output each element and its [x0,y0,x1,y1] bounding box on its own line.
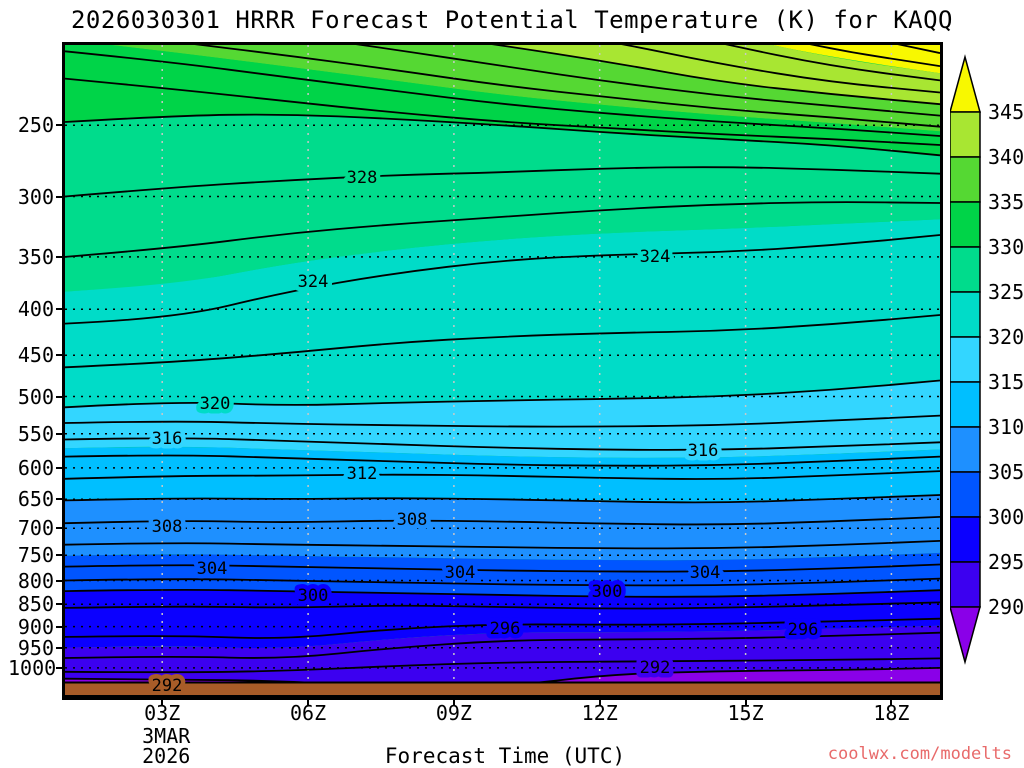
colorbar: 345 340 335 330 325 320 315 310 305 300 295 290 [949,45,1024,689]
y-tick-mark [56,255,64,258]
y-tick-label: 350 [17,244,54,269]
y-tick-label: 450 [17,343,54,368]
y-tick-mark [56,625,64,628]
contour-label: 316 [688,441,719,461]
x-axis-title: Forecast Time (UTC) [384,744,626,768]
colorbar-tick-label: 345 [988,100,1024,124]
contour-label: 328 [347,168,378,188]
y-tick-label: 750 [17,543,54,568]
x-tick-mark [307,697,310,705]
y-tick-label: 900 [17,614,54,639]
y-tick-mark [56,527,64,530]
contour-label: 296 [490,619,521,639]
colorbar-tick-label: 310 [988,415,1024,439]
contour-label: 324 [298,272,329,292]
contour-label: 308 [152,517,183,537]
colorbar-tick-label: 320 [988,325,1024,349]
contour-label: 292 [152,676,183,695]
x-tick-label: 15Z [727,701,764,725]
colorbar-tick-label: 340 [988,145,1024,169]
contour-label: 304 [690,563,721,583]
contour-label: 320 [200,394,231,414]
y-tick-mark [56,354,64,357]
contour-label: 300 [592,582,623,602]
colorbar-tick-label: 290 [988,595,1024,619]
colorbar-tick-label: 300 [988,505,1024,529]
y-tick-label: 550 [17,421,54,446]
y-tick-mark [56,308,64,311]
colorbar-scale: 345 340 335 330 325 320 315 310 305 300 295 290 [949,54,1024,665]
plot-area: 328 324 324 320 316 316 312 308 308 304 304 304 300 3… [62,42,943,700]
contour-label: 304 [197,559,228,579]
x-tick-mark [161,697,164,705]
colorbar-tick-label: 325 [988,280,1024,304]
y-tick-mark [56,603,64,606]
x-tick-mark [890,697,893,705]
y-tick-mark [56,646,64,649]
x-tick-label: 09Z [435,701,472,725]
y-tick-mark [56,554,64,557]
x-axis-date: 2026 [142,744,191,768]
x-axis-date: 3MAR [142,724,191,748]
y-tick-label: 650 [17,487,54,512]
y-tick-mark [56,666,64,669]
contour-label: 296 [788,620,819,640]
y-tick-label: 800 [17,568,54,593]
x-tick-label: 03Z [144,701,181,725]
y-tick-label: 700 [17,516,54,541]
y-tick-label: 250 [17,113,54,138]
contour-label: 308 [397,510,428,530]
colorbar-tick-label: 295 [988,550,1024,574]
y-tick-label: 600 [17,455,54,480]
y-tick-label: 1000 [8,655,57,680]
contour-label: 316 [152,429,183,449]
colorbar-tick-label: 335 [988,190,1024,214]
contour-label: 300 [298,586,329,606]
y-tick-mark [56,195,64,198]
contour-label: 292 [640,658,671,678]
x-tick-mark [598,697,601,705]
x-tick-mark [452,697,455,705]
x-tick-label: 18Z [873,701,910,725]
colorbar-tick-label: 305 [988,460,1024,484]
y-tick-mark [56,432,64,435]
y-tick-mark [56,498,64,501]
colorbar-tick-label: 330 [988,235,1024,259]
y-tick-label: 850 [17,592,54,617]
y-tick-label: 400 [17,297,54,322]
y-tick-mark [56,466,64,469]
contour-label: 312 [347,464,378,484]
contour-label: 324 [640,247,671,267]
y-tick-label: 500 [17,384,54,409]
x-tick-mark [744,697,747,705]
contour-field: 328 324 324 320 316 316 312 308 308 304 304 304 300 3… [65,45,940,695]
y-tick-mark [56,124,64,127]
x-tick-label: 06Z [289,701,327,725]
watermark: coolwx.com/modelts [827,744,1012,764]
y-tick-mark [56,579,64,582]
y-tick-mark [56,395,64,398]
y-tick-label: 950 [17,635,54,660]
x-tick-label: 12Z [581,701,618,725]
colorbar-tick-label: 315 [988,370,1024,394]
page-title: 2026030301 HRRR Forecast Potential Tempe… [70,6,953,34]
contour-label: 304 [445,563,476,583]
y-tick-label: 300 [17,184,54,209]
